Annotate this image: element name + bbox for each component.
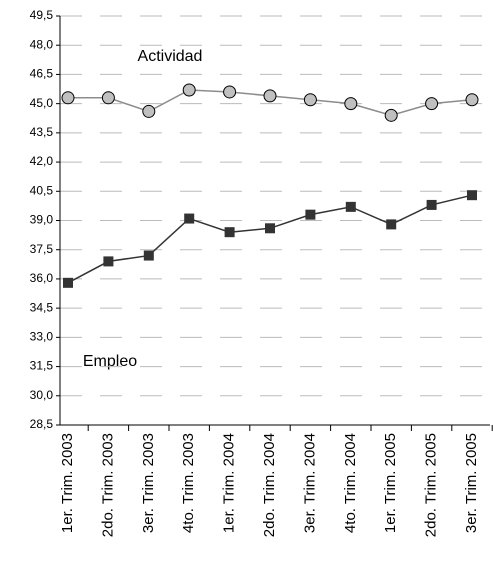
x-tick-label: 3er. Trim. 2004 bbox=[301, 433, 318, 533]
x-tick-label: 1er. Trim. 2003 bbox=[59, 433, 76, 533]
y-tick-label: 31,5 bbox=[30, 359, 54, 373]
data-point bbox=[63, 277, 73, 288]
y-tick-label: 45,0 bbox=[30, 96, 54, 110]
x-tick-label: 2do. Trim. 2003 bbox=[99, 433, 116, 537]
data-point bbox=[384, 108, 398, 122]
data-point bbox=[142, 104, 156, 118]
y-tick-label: 42,0 bbox=[30, 154, 54, 168]
x-tick-label: 2do. Trim. 2005 bbox=[423, 433, 440, 537]
data-point bbox=[345, 201, 356, 212]
data-point bbox=[425, 97, 439, 111]
y-tick-label: 46,5 bbox=[30, 67, 54, 81]
data-point bbox=[101, 91, 115, 105]
data-point bbox=[143, 250, 154, 261]
x-tick-label: 2do. Trim. 2004 bbox=[261, 433, 278, 537]
data-point bbox=[182, 83, 196, 97]
data-point bbox=[465, 93, 479, 107]
y-tick-label: 43,5 bbox=[30, 125, 54, 139]
data-point bbox=[223, 85, 237, 99]
y-tick-label: 39,0 bbox=[30, 213, 54, 227]
series-annotation: Empleo bbox=[83, 353, 137, 370]
data-point bbox=[103, 256, 114, 267]
series-annotation: Actividad bbox=[138, 48, 203, 65]
data-point bbox=[344, 97, 358, 111]
data-point bbox=[265, 223, 275, 234]
y-tick-label: 37,5 bbox=[30, 242, 54, 256]
x-tick-label: 3er. Trim. 2005 bbox=[463, 433, 480, 533]
y-tick-label: 30,0 bbox=[30, 388, 54, 402]
y-tick-label: 36,0 bbox=[30, 271, 54, 285]
x-tick-label: 3er. Trim. 2003 bbox=[140, 433, 157, 533]
y-tick-label: 28,5 bbox=[30, 417, 54, 431]
x-tick-label: 1er. Trim. 2004 bbox=[221, 433, 238, 533]
data-point bbox=[263, 89, 277, 103]
y-tick-label: 40,5 bbox=[30, 183, 54, 197]
y-tick-label: 33,0 bbox=[30, 330, 54, 344]
data-point bbox=[426, 199, 437, 210]
data-point bbox=[303, 93, 317, 107]
x-tick-label: 1er. Trim. 2005 bbox=[382, 433, 399, 533]
series-line bbox=[67, 194, 473, 284]
data-point bbox=[467, 190, 477, 201]
y-tick-label: 34,5 bbox=[30, 300, 54, 314]
data-point bbox=[61, 91, 75, 105]
data-point bbox=[224, 227, 235, 238]
y-tick-label: 48,0 bbox=[30, 37, 54, 51]
data-point bbox=[386, 219, 397, 230]
x-tick-label: 4to. Trim. 2003 bbox=[180, 433, 197, 533]
data-point bbox=[305, 209, 316, 220]
x-tick-label: 4to. Trim. 2004 bbox=[342, 433, 359, 533]
data-point bbox=[184, 213, 195, 224]
y-tick-label: 49,5 bbox=[30, 8, 54, 22]
